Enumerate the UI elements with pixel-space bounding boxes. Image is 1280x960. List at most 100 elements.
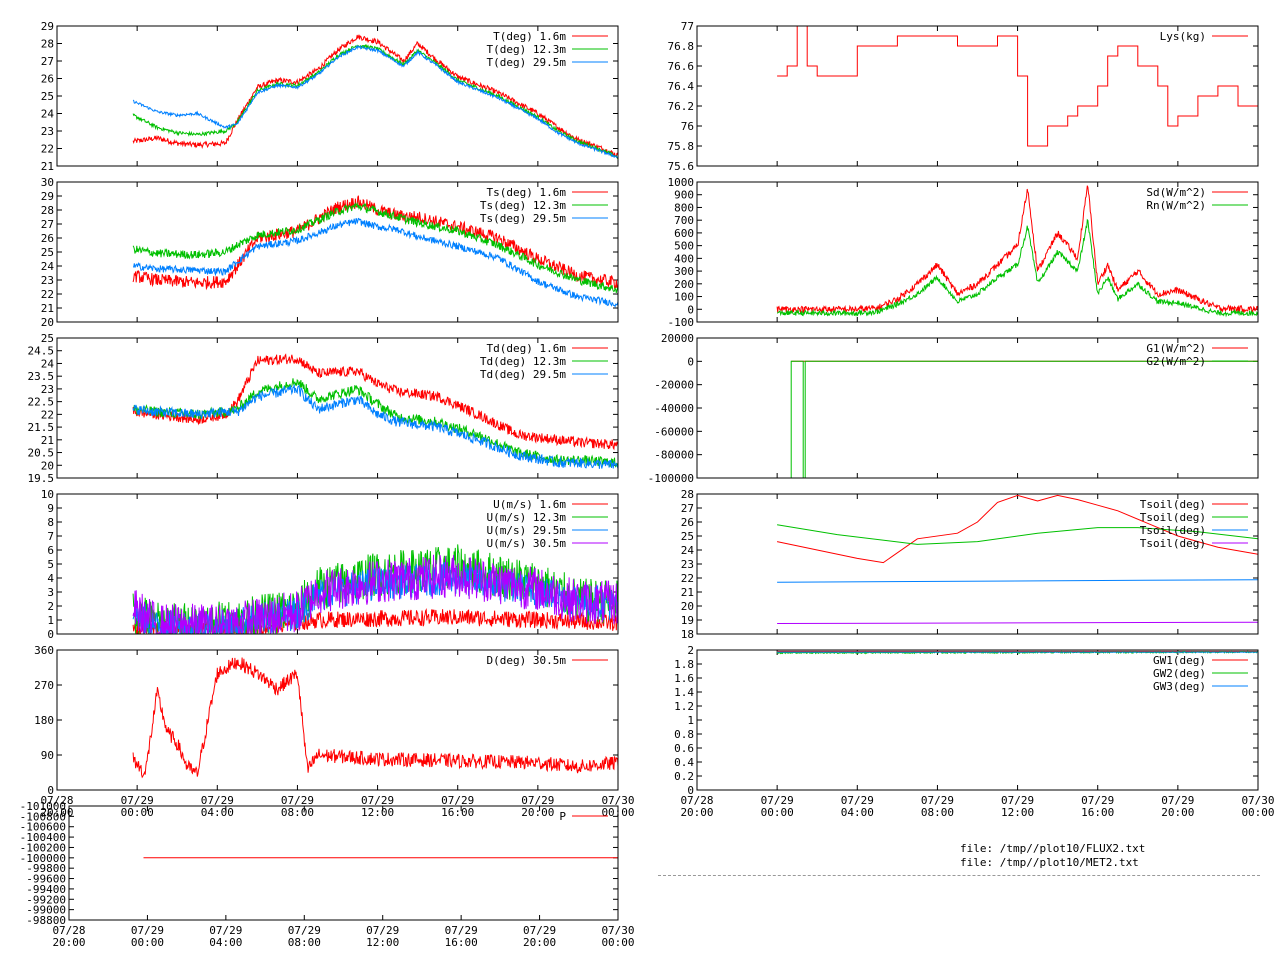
y-tick-label: -60000	[654, 425, 694, 438]
y-tick-label: -98800	[26, 914, 66, 927]
legend-label: Td(deg) 1.6m	[487, 342, 567, 355]
y-tick-label: 0	[47, 784, 54, 797]
y-tick-label: 29	[41, 20, 54, 33]
y-tick-label: 0.8	[674, 728, 694, 741]
y-tick-label: 270	[34, 679, 54, 692]
y-tick-label: 23	[41, 383, 54, 396]
plot-frame	[696, 493, 1259, 635]
y-tick-label: -100800	[20, 810, 66, 823]
y-tick-label: 22	[41, 408, 54, 421]
x-tick-label: 08:00	[921, 806, 954, 819]
chart-groundwater: 00.20.40.60.811.21.41.61.8207/2820:0007/…	[674, 644, 1274, 819]
y-tick-label: 1	[687, 714, 694, 727]
plot-frame	[696, 181, 1259, 323]
y-tick-label: 20000	[661, 332, 694, 345]
y-tick-label: 10	[41, 488, 54, 501]
series-line-load-cell-0	[777, 26, 1258, 147]
legend-label: T(deg) 12.3m	[487, 43, 567, 56]
x-tick-label: 07/29	[361, 794, 394, 807]
legend-label: Sd(W/m^2)	[1146, 186, 1206, 199]
x-tick-label: 08:00	[288, 936, 321, 949]
y-tick-label: -99200	[26, 893, 66, 906]
y-tick-label: 28	[681, 488, 694, 501]
legend-label: U(m/s) 29.5m	[487, 524, 567, 537]
legend-label: G2(W/m^2)	[1146, 355, 1206, 368]
x-tick-label: 07/29	[1001, 794, 1034, 807]
y-tick-label: 9	[47, 502, 54, 515]
x-tick-label: 07/29	[288, 924, 321, 937]
x-tick-label: 07/29	[445, 924, 478, 937]
y-tick-label: 300	[674, 265, 694, 278]
y-tick-label: 23.5	[28, 370, 55, 383]
series-line-wind-speed-3	[132, 554, 618, 634]
legend-label: U(m/s) 30.5m	[487, 537, 567, 550]
series-line-soil-temp-1	[777, 524, 1258, 545]
y-tick-label: 75.8	[668, 140, 695, 153]
y-tick-label: 90	[41, 749, 54, 762]
series-line-soil-temp-0	[776, 494, 1258, 564]
series-line-soil-temp-3	[777, 621, 1258, 624]
y-tick-label: 23	[681, 558, 694, 571]
y-tick-label: 22.5	[28, 396, 55, 409]
legend-label: G1(W/m^2)	[1146, 342, 1206, 355]
y-tick-label: -99600	[26, 873, 66, 886]
plot-frame	[696, 25, 1259, 167]
y-tick-label: -100000	[20, 852, 66, 865]
legend-label: Ts(deg) 12.3m	[480, 199, 566, 212]
y-tick-label: -100	[668, 316, 695, 329]
x-tick-label: 07/28	[52, 924, 85, 937]
chart-soil-heat: -100000 -80000 -60000 -40000 -20000 0 20000 G1(…	[648, 332, 1259, 485]
y-tick-label: 0	[687, 303, 694, 316]
x-tick-label: 20:00	[40, 806, 73, 819]
y-tick-label: 24	[41, 357, 55, 370]
y-tick-label: 29	[41, 190, 54, 203]
x-tick-label: 04:00	[841, 806, 874, 819]
y-tick-label: 19	[681, 614, 694, 627]
y-tick-label: -99000	[26, 904, 66, 917]
x-tick-label: 00:00	[1241, 806, 1274, 819]
x-tick-label: 07/30	[601, 794, 634, 807]
x-tick-label: 07/28	[40, 794, 73, 807]
x-tick-label: 07/29	[1161, 794, 1194, 807]
y-tick-label: 76.2	[668, 100, 695, 113]
y-tick-label: 21	[41, 302, 54, 315]
chart-load-cell: 75.6 75.8 76 76.2 76.4 76.6 76.8 77 Lys(kg)	[668, 20, 1259, 173]
y-tick-label: 27	[41, 55, 54, 68]
legend-label: GW2(deg)	[1153, 667, 1206, 680]
y-tick-label: 77	[681, 20, 694, 33]
y-tick-label: 22	[41, 143, 54, 156]
series-line-radiation-0	[776, 185, 1258, 315]
y-tick-label: 27	[41, 218, 54, 231]
y-tick-label: 0.6	[674, 742, 694, 755]
y-tick-label: 24.5	[28, 345, 55, 358]
y-tick-label: 26	[681, 516, 694, 529]
y-tick-label: 24	[41, 108, 55, 121]
y-tick-label: 6	[47, 544, 54, 557]
y-tick-label: 2	[47, 600, 54, 613]
y-tick-label: 25	[681, 530, 694, 543]
series-line-air-temp-2	[132, 44, 618, 159]
x-tick-label: 12:00	[366, 936, 399, 949]
y-tick-label: 25	[41, 90, 54, 103]
y-tick-label: -100400	[20, 831, 66, 844]
y-tick-label: 76.6	[668, 60, 695, 73]
legend-label: Td(deg) 12.3m	[480, 355, 566, 368]
y-tick-label: 1	[47, 614, 54, 627]
y-tick-label: 600	[674, 227, 694, 240]
legend-label: T(deg) 29.5m	[487, 56, 567, 69]
x-tick-label: 07/30	[1241, 794, 1274, 807]
y-tick-label: 3	[47, 586, 54, 599]
y-tick-label: 1000	[668, 176, 695, 189]
x-tick-label: 04:00	[209, 936, 242, 949]
series-line-dew-point-2	[132, 384, 618, 470]
x-tick-label: 12:00	[361, 806, 394, 819]
series-line-radiation-1	[776, 218, 1258, 318]
plot-frame	[696, 337, 1259, 479]
x-tick-label: 16:00	[1081, 806, 1114, 819]
x-tick-label: 07/29	[201, 794, 234, 807]
y-tick-label: 1.8	[674, 658, 694, 671]
x-tick-label: 07/29	[209, 924, 242, 937]
